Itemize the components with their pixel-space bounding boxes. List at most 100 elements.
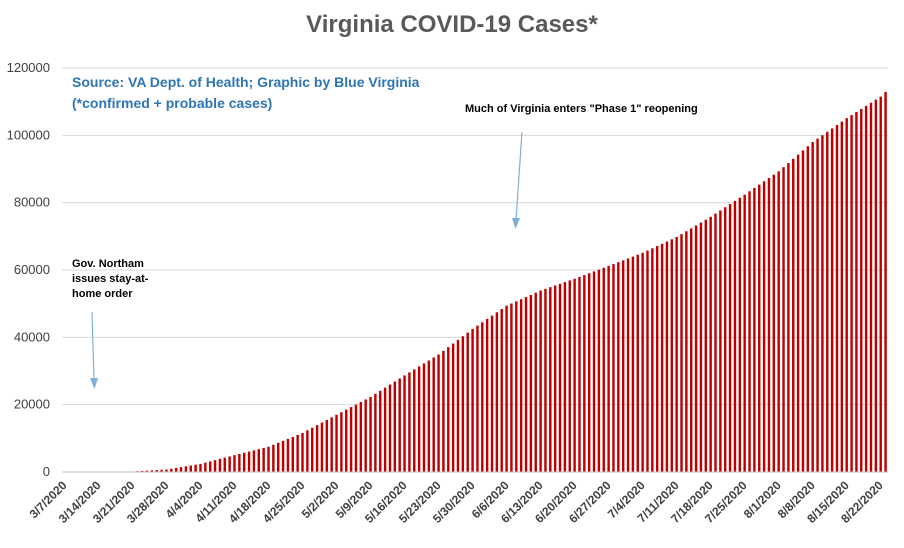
bar [544, 288, 547, 472]
bar [238, 453, 241, 472]
bar [762, 181, 766, 472]
source-note: Source: VA Dept. of Health; Graphic by B… [72, 74, 423, 111]
bar [758, 184, 761, 472]
bar [612, 264, 615, 472]
bar [821, 135, 824, 473]
bar [573, 278, 576, 472]
bar [374, 393, 377, 472]
bar [335, 414, 338, 472]
bar [403, 375, 406, 472]
bar [413, 369, 416, 472]
y-tick-label: 60000 [14, 262, 50, 277]
bars [63, 91, 887, 473]
bar [529, 294, 533, 472]
bar [753, 187, 756, 472]
bar [549, 287, 552, 472]
bar [160, 469, 163, 472]
bar [830, 128, 834, 472]
bar [437, 354, 440, 472]
chart-title: Virginia COVID-19 Cases* [306, 11, 598, 38]
bar [568, 280, 571, 472]
bar [534, 292, 537, 472]
bar [461, 336, 465, 472]
bar [140, 470, 144, 472]
bar [306, 430, 309, 472]
bar [777, 171, 780, 472]
bar [495, 312, 499, 472]
bar [665, 241, 669, 472]
bar [690, 228, 693, 472]
bar [277, 442, 280, 472]
bar [262, 447, 265, 472]
bar [165, 469, 168, 472]
bar [519, 299, 523, 472]
bar [427, 360, 431, 472]
bar [204, 462, 207, 472]
bar [223, 457, 226, 472]
bar [738, 197, 742, 472]
bar [801, 150, 805, 472]
y-axis-ticks: 0 20000 40000 60000 80000 100000 120000 [7, 60, 50, 479]
bar [675, 237, 678, 472]
bar [728, 204, 732, 472]
y-tick-label: 0 [43, 464, 50, 479]
bar [189, 465, 192, 472]
bar [699, 222, 703, 472]
bar [694, 225, 698, 472]
source-line-1: Source: VA Dept. of Health; Graphic by B… [72, 74, 420, 90]
bar [272, 444, 275, 472]
bar [636, 254, 639, 472]
bar [218, 458, 222, 472]
bar [724, 207, 727, 472]
bar [874, 99, 878, 472]
stay-home-line-1: Gov. Northam [72, 258, 144, 270]
bar [442, 350, 445, 472]
bar [447, 347, 450, 472]
bar [563, 282, 567, 472]
bar [228, 456, 231, 472]
bar [719, 210, 722, 472]
bar [879, 96, 882, 472]
bar [792, 158, 795, 472]
bar [398, 378, 401, 472]
stay-home-arrow [90, 311, 98, 389]
bar [787, 162, 790, 472]
bar [393, 381, 397, 472]
bar [179, 467, 183, 472]
y-tick-label: 100000 [7, 127, 50, 142]
bar [150, 470, 154, 472]
bar [869, 102, 873, 472]
bar [456, 339, 460, 472]
bar [626, 258, 630, 472]
bar [359, 402, 363, 472]
bar [408, 372, 411, 472]
y-tick-label: 120000 [7, 60, 50, 75]
bar [826, 131, 829, 472]
bar [743, 194, 746, 472]
bar [651, 248, 654, 472]
bar [597, 269, 601, 472]
bar [772, 174, 776, 472]
bar [617, 262, 620, 472]
bar [476, 325, 479, 472]
bar [364, 399, 367, 472]
bar [451, 343, 455, 472]
bar [539, 290, 542, 472]
bar [325, 419, 329, 472]
bar [641, 252, 644, 472]
bar [587, 273, 591, 472]
bar [247, 451, 251, 472]
bar [660, 243, 664, 472]
bar [383, 387, 387, 472]
bar [592, 271, 596, 472]
bar [709, 216, 712, 472]
bar [291, 436, 295, 472]
bar [714, 213, 717, 472]
bar [242, 452, 246, 472]
bar [369, 396, 372, 472]
bar [379, 390, 382, 472]
bar [174, 467, 178, 472]
bar [855, 112, 858, 472]
phase1-arrow [512, 131, 523, 229]
bar [515, 301, 518, 472]
